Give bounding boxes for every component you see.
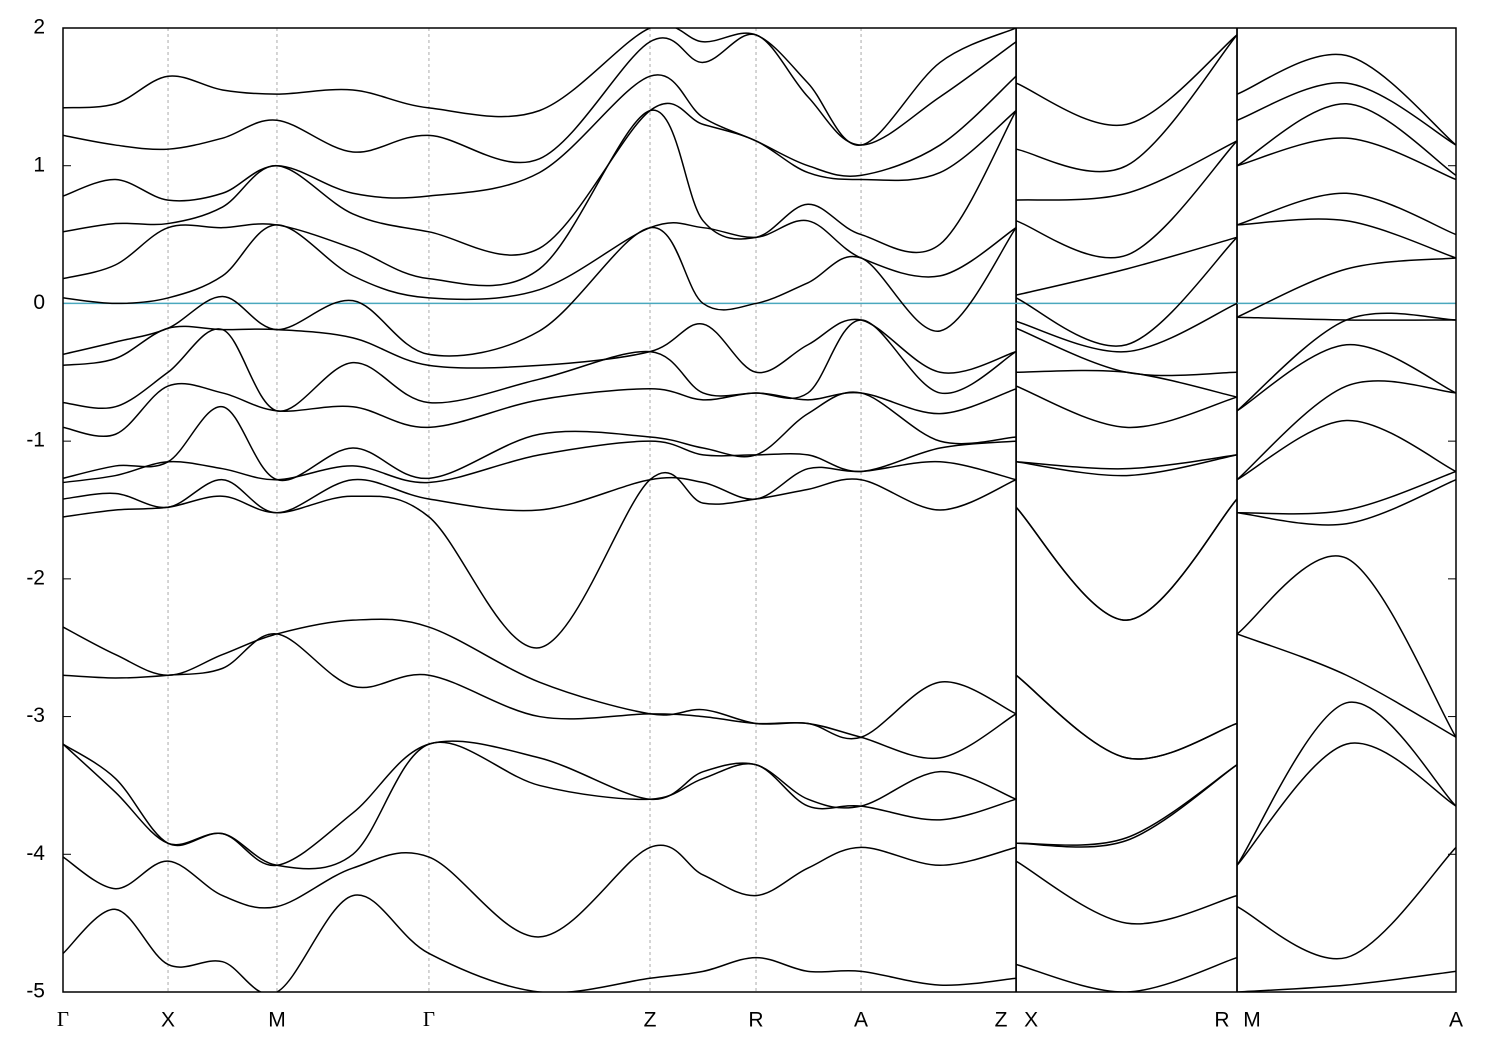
band-line [1015,498,1238,621]
band-line [1015,498,1238,621]
band-line [63,109,1017,287]
band-line [1236,257,1456,318]
band-line [1015,674,1238,760]
band-line [1236,479,1456,526]
band-line [1236,102,1456,176]
band-line [1236,633,1456,738]
band-line [1015,860,1238,925]
band-line [1236,419,1456,481]
band-line [63,74,1017,202]
band-line [1236,846,1456,960]
x-tick-label: X [161,1009,175,1032]
y-tick-label: 0 [33,291,45,314]
band-line [1236,742,1456,866]
band-line [63,740,1017,867]
band-line [63,319,1017,412]
x-tick-label: A [854,1009,868,1032]
band-line [1016,764,1238,848]
band-line [63,844,1017,938]
band-line [1015,34,1238,173]
plot-frame [62,27,1457,993]
band-line [1016,140,1238,201]
band-line [63,633,1017,760]
band-line [1236,82,1456,146]
band-line [1016,764,1238,846]
band-line [63,440,1017,484]
band-line [1236,555,1456,738]
band-line [1236,53,1456,146]
y-tick-label: 1 [33,153,45,176]
x-tick-label: R [748,1009,763,1032]
x-tick-label: A [1449,1009,1463,1032]
x-tick-label: Γ [423,1007,435,1031]
band-line [63,391,1017,482]
x-tick-label: M [1243,1009,1261,1032]
band-line [1236,192,1456,236]
y-tick-label: -3 [26,704,45,727]
band-line [63,318,1017,374]
band-line [1015,34,1238,127]
band-line [1016,454,1238,470]
band-line [63,741,1017,870]
band-line [1015,236,1238,296]
band-line [1236,137,1456,181]
band-line [1015,674,1238,760]
band-line [63,28,1017,146]
x-tick-label: Γ [57,1007,69,1031]
y-tick-label: -1 [26,429,45,452]
band-line [1015,236,1238,347]
band-line [63,471,1017,649]
band-line [1236,970,1456,992]
band-line [1236,312,1456,412]
band-line [1015,327,1238,377]
band-line [1237,316,1456,321]
band-line [1236,218,1456,259]
y-tick-label: -4 [26,842,45,865]
band-line [1237,470,1456,515]
plot-area [63,28,1456,992]
band-line [1236,701,1456,866]
band-line [1236,343,1456,412]
band-line [1015,140,1238,259]
band-line [63,618,1017,740]
band-line [1236,380,1456,481]
band-line [1015,385,1238,429]
x-tick-label: Z [644,1009,657,1032]
band-line [63,219,1017,305]
band-line [63,102,1017,256]
band-line [1015,956,1238,992]
x-tick-label: R [1214,1009,1229,1032]
band-line [63,226,1017,357]
band-line [63,894,1017,992]
band-line [1015,454,1238,477]
y-tick-label: -2 [26,566,45,589]
y-tick-label: 2 [33,16,45,39]
band-line [63,33,1017,164]
band-line [63,460,1017,514]
x-tick-label: Z [995,1009,1008,1032]
x-tick-label: X [1024,1009,1038,1032]
x-tick-label: M [268,1009,286,1032]
band-line [1015,302,1238,353]
y-tick-label: -5 [26,980,45,1003]
band-line [63,382,1017,437]
